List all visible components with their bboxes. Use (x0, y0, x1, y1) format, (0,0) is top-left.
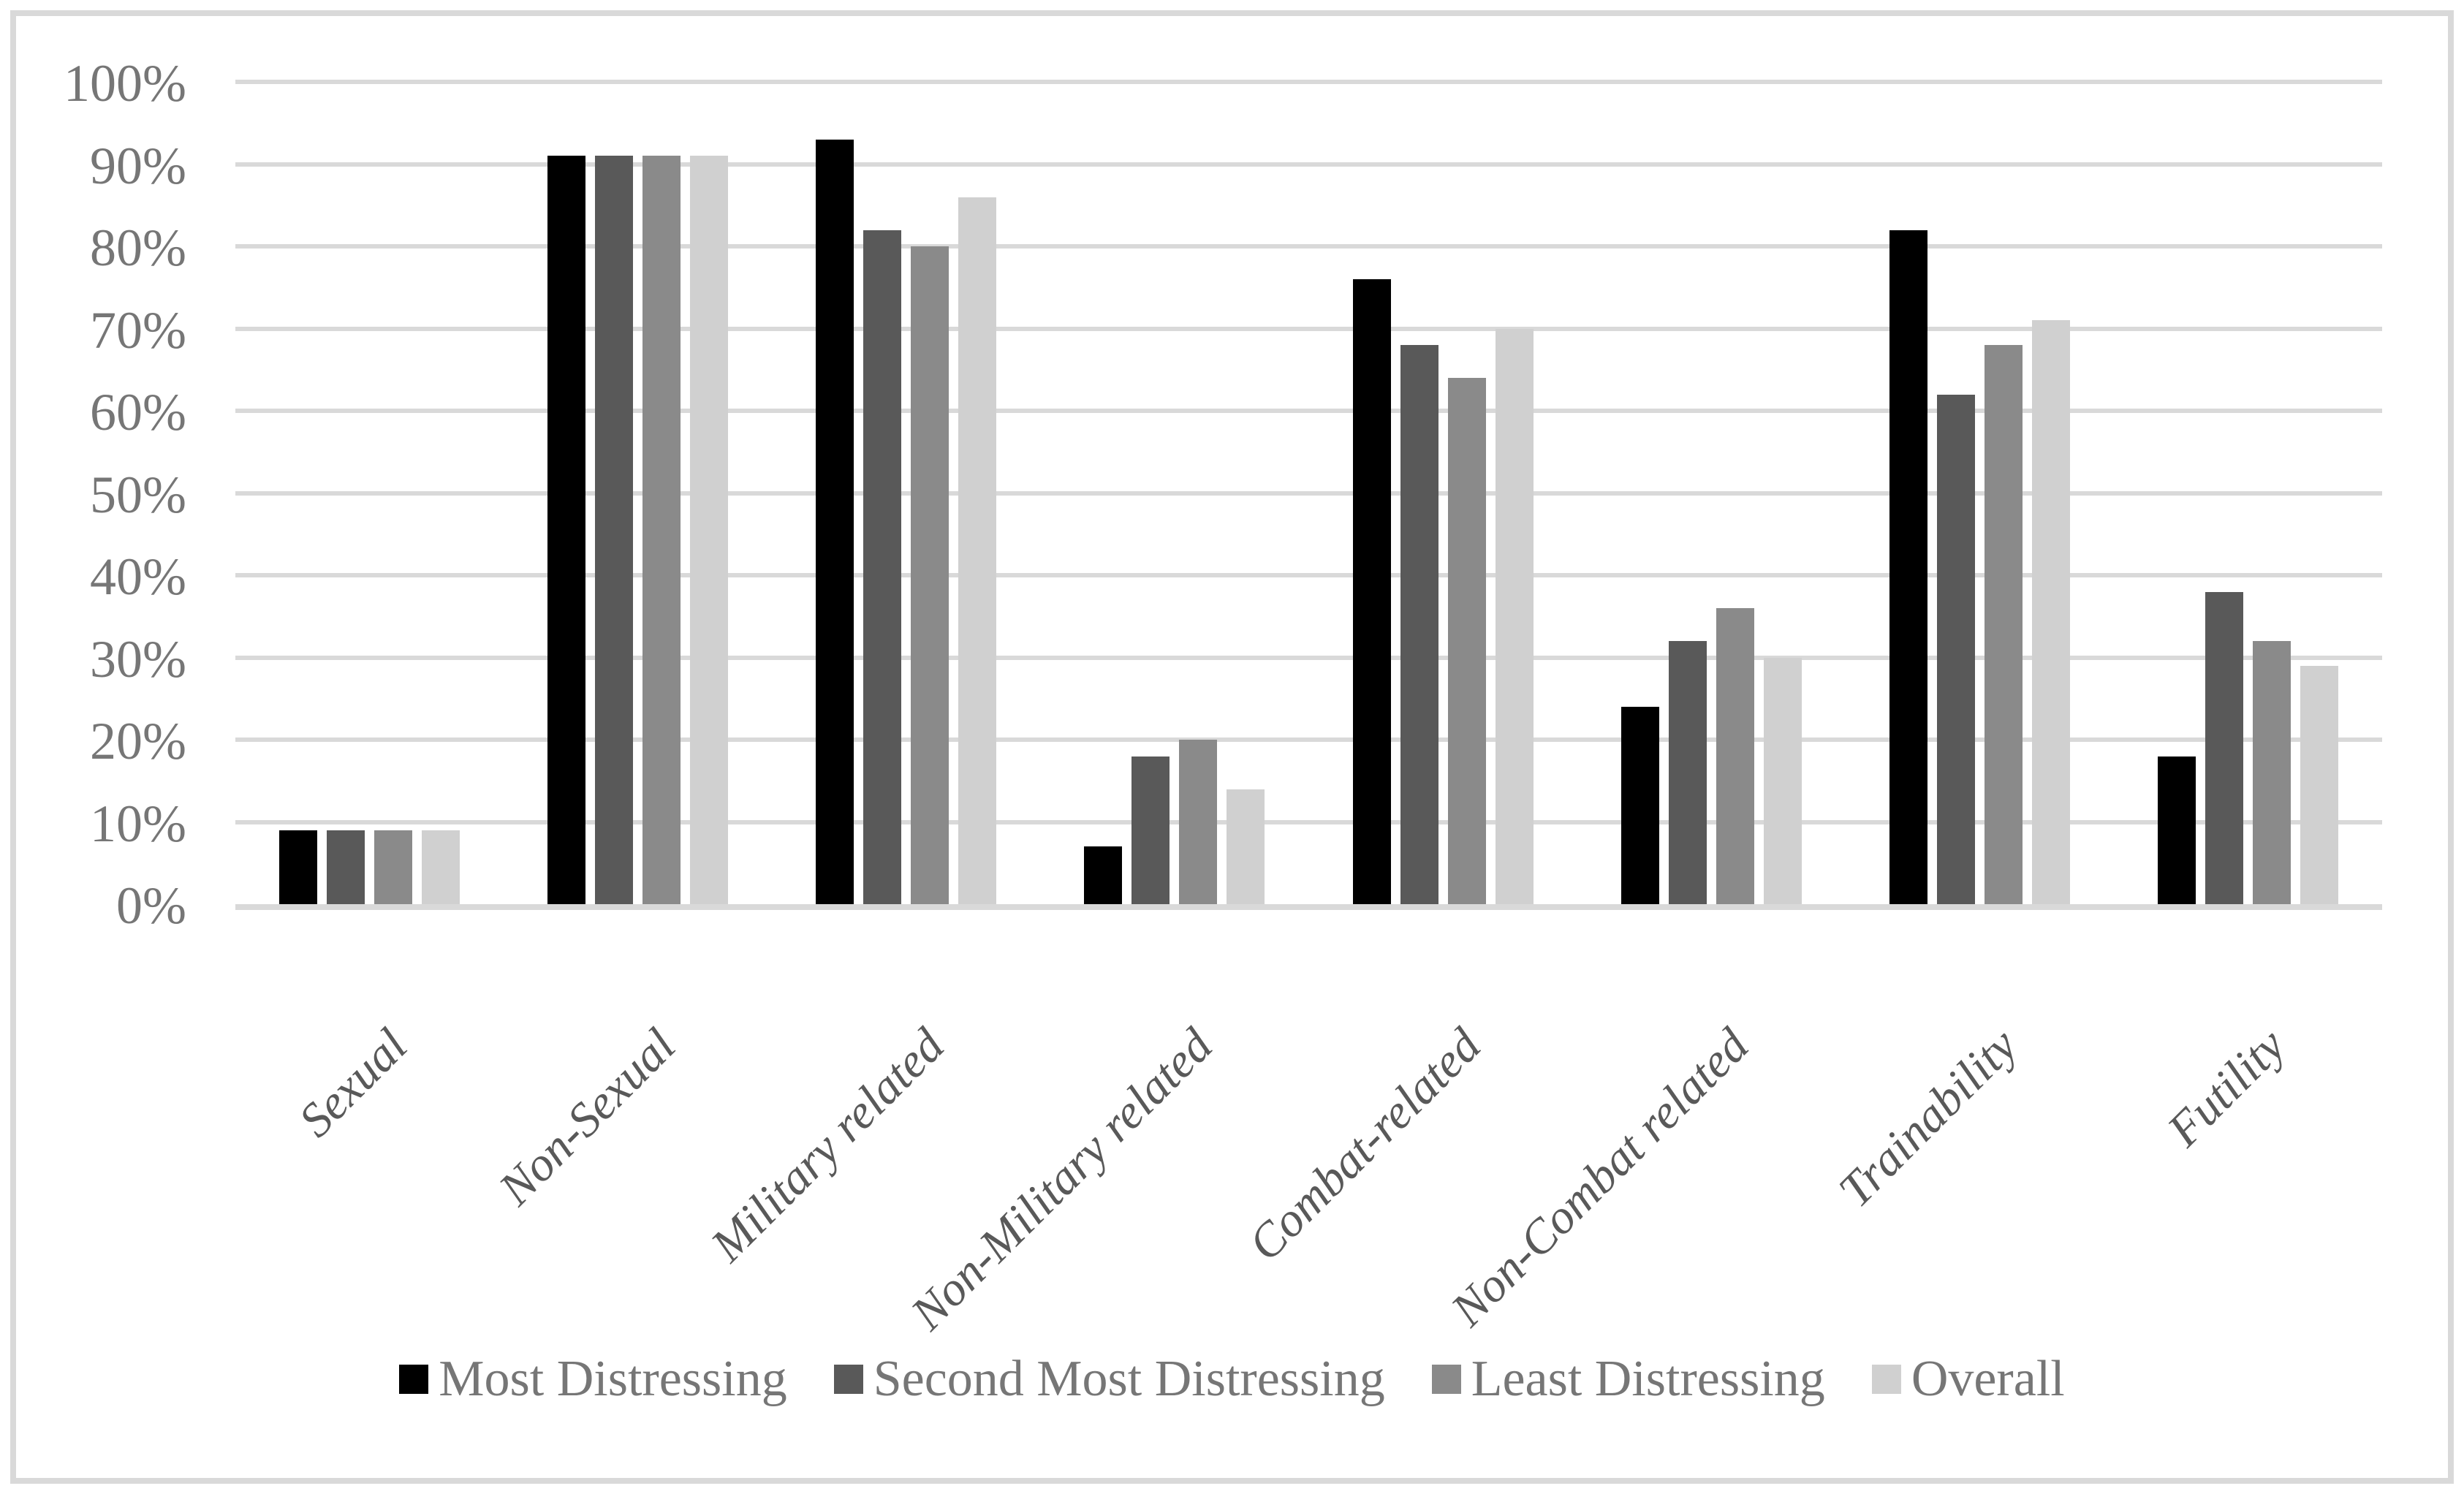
x-tick-label-sexual: Sexual (288, 1018, 417, 1148)
x-tick-label-futility: Futility (2157, 1018, 2296, 1157)
legend-swatch-icon (399, 1365, 429, 1394)
x-tick-label-combat-related: Combat-related (1237, 1018, 1491, 1272)
y-axis-tick-labels: 0% 10% 20% 30% 40% 50% 60% 70% 80% 90% 100% (16, 16, 2448, 1478)
gridline-90 (235, 162, 2382, 167)
bar-non-military-related-least-distressing (1179, 740, 1218, 904)
y-tick-label-0: 0% (116, 876, 186, 935)
gridline-80 (235, 244, 2382, 249)
legend-swatch-icon (1871, 1365, 1901, 1394)
legend-swatch-icon (1431, 1365, 1461, 1394)
chart-figure: 0% 10% 20% 30% 40% 50% 60% 70% 80% 90% 100% Sexual… (10, 10, 2454, 1484)
bar-trainability-most-distressing (1889, 230, 1927, 904)
y-tick-label-50: 50% (90, 465, 186, 524)
bar-combat-related-most-distressing (1352, 279, 1391, 904)
bar-sexual-most-distressing (279, 830, 318, 904)
y-tick-label-80: 80% (90, 219, 186, 277)
bar-military-related-least-distressing (911, 246, 949, 904)
y-tick-label-40: 40% (90, 547, 186, 606)
bar-trainability-second-most-distressing (1936, 394, 1975, 904)
y-tick-label-70: 70% (90, 300, 186, 360)
bar-non-military-related-most-distressing (1084, 846, 1123, 904)
bar-non-combat-related-least-distressing (1716, 608, 1754, 904)
x-tick-label-military-related: Military related (700, 1018, 955, 1273)
bar-non-combat-related-most-distressing (1620, 707, 1659, 904)
bar-combat-related-least-distressing (1447, 378, 1486, 904)
gridline-100 (235, 80, 2382, 84)
y-tick-label-20: 20% (90, 712, 186, 770)
bar-trainability-overall (2031, 320, 2070, 904)
bar-military-related-overall (958, 197, 997, 904)
bar-non-sexual-overall (690, 156, 729, 904)
gridline-20 (235, 737, 2382, 742)
gridline-10 (235, 819, 2382, 824)
bar-military-related-most-distressing (816, 139, 854, 904)
bar-futility-second-most-distressing (2205, 591, 2243, 904)
y-tick-label-10: 10% (90, 794, 186, 853)
bar-non-combat-related-overall (1763, 657, 1802, 904)
x-tick-label-non-sexual: Non-Sexual (488, 1018, 686, 1216)
gridline-30 (235, 655, 2382, 660)
legend-label: Most Distressing (439, 1351, 787, 1407)
bar-non-sexual-most-distressing (547, 156, 586, 904)
y-tick-label-100: 100% (64, 54, 186, 113)
legend-swatch-icon (833, 1365, 863, 1394)
bar-non-sexual-second-most-distressing (595, 156, 634, 904)
y-tick-label-90: 90% (90, 136, 186, 195)
y-tick-label-60: 60% (90, 383, 186, 441)
legend-item-most-distressing: Most Distressing (399, 1351, 787, 1407)
x-tick-label-trainability: Trainability (1828, 1018, 2028, 1218)
bar-non-military-related-second-most-distressing (1131, 756, 1170, 904)
x-axis-line (235, 904, 2382, 910)
bar-trainability-least-distressing (1984, 345, 2023, 904)
legend-label: Least Distressing (1471, 1351, 1825, 1407)
x-tick-label-non-combat-related: Non-Combat related (1441, 1018, 1759, 1337)
bar-futility-least-distressing (2252, 641, 2291, 904)
legend: Most Distressing Second Most Distressing L… (16, 1354, 2448, 1405)
legend-item-second-most-distressing: Second Most Distressing (833, 1351, 1385, 1407)
y-tick-label-30: 30% (90, 629, 186, 689)
legend-item-least-distressing: Least Distressing (1431, 1351, 1825, 1407)
gridline-60 (235, 409, 2382, 413)
bar-non-combat-related-second-most-distressing (1668, 641, 1707, 904)
bar-futility-overall (2300, 665, 2338, 904)
bar-military-related-second-most-distressing (863, 230, 902, 904)
x-axis-tick-labels: Sexual Non-Sexual Military related Non-Mili… (16, 16, 2448, 1478)
x-tick-label-non-military-related: Non-Military related (901, 1018, 1223, 1341)
bar-sexual-second-most-distressing (327, 830, 365, 904)
gridline-40 (235, 573, 2382, 577)
bar-non-military-related-overall (1227, 789, 1265, 904)
gridlines-layer (16, 16, 2448, 1478)
bar-futility-most-distressing (2157, 756, 2196, 904)
bar-sexual-overall (422, 830, 460, 904)
legend-label: Overall (1911, 1351, 2065, 1407)
legend-item-overall: Overall (1871, 1351, 2065, 1407)
legend-label: Second Most Distressing (873, 1351, 1385, 1407)
bar-non-sexual-least-distressing (642, 156, 681, 904)
bar-combat-related-second-most-distressing (1400, 345, 1438, 904)
bar-combat-related-overall (1495, 328, 1534, 904)
bar-sexual-least-distressing (374, 830, 413, 904)
bars-layer (16, 16, 2448, 1478)
gridline-70 (235, 326, 2382, 331)
gridline-50 (235, 490, 2382, 496)
